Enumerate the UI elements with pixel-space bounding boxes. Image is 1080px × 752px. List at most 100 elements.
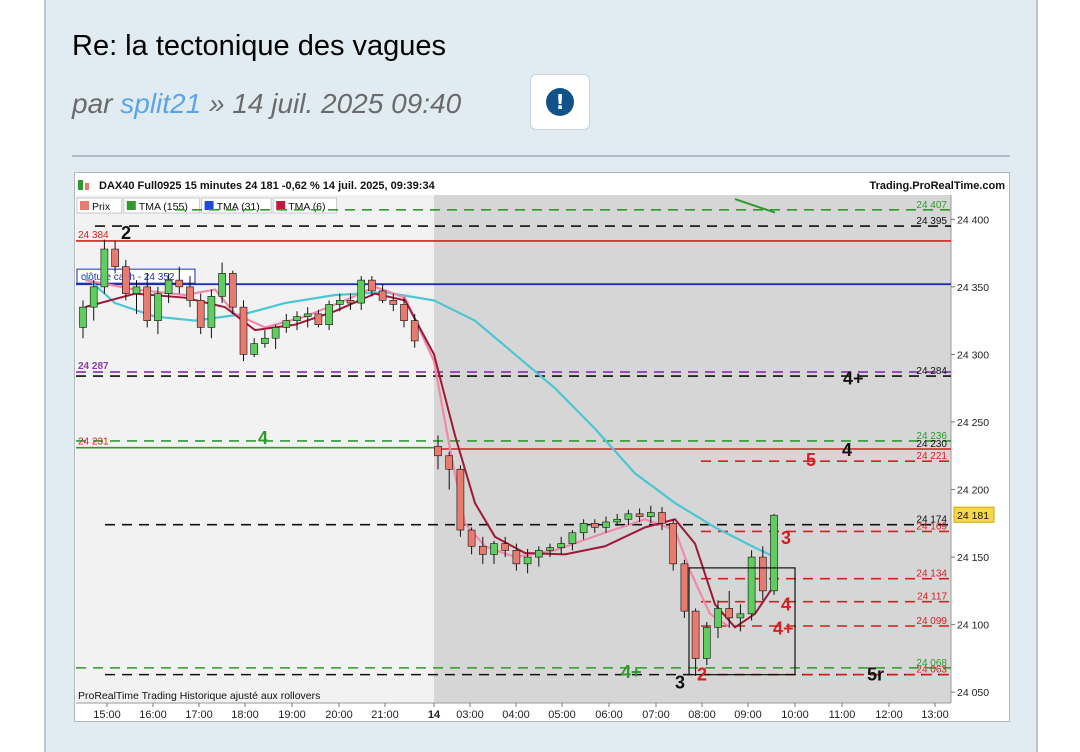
candle-body xyxy=(434,445,442,457)
candle-body xyxy=(368,279,376,292)
chart-header: DAX40 Full0925 15 minutes 24 181 -0,62 %… xyxy=(99,180,436,192)
report-button[interactable]: ! xyxy=(530,74,590,130)
level-label: 24 284 xyxy=(916,366,947,377)
x-tick-label: 15:00 xyxy=(93,709,121,721)
candle-body xyxy=(635,513,644,517)
candle-body xyxy=(250,343,258,355)
candle-body xyxy=(501,543,510,551)
legend-swatch xyxy=(80,201,89,210)
legend-swatch xyxy=(204,201,214,210)
wave-label: 5r xyxy=(867,665,884,685)
level-label: 24 395 xyxy=(916,216,947,227)
candle-body xyxy=(691,610,700,659)
level-label: 24 236 xyxy=(916,431,947,442)
candle-body xyxy=(568,532,577,544)
level-label: 24 174 xyxy=(916,515,947,526)
y-tick-label: 24 300 xyxy=(957,349,989,361)
candle-body xyxy=(111,248,119,267)
candle-body xyxy=(186,286,194,301)
author-link[interactable]: split21 xyxy=(120,88,202,119)
candle-body xyxy=(534,550,543,558)
candle-body xyxy=(314,313,323,326)
forum-post: Re: la tectonique des vagues par split21… xyxy=(44,0,1038,752)
candle-body xyxy=(613,518,622,523)
candle-body xyxy=(669,523,678,565)
candle-body xyxy=(325,304,333,326)
candle-body xyxy=(410,320,419,342)
candle-body xyxy=(261,337,269,344)
wave-label: 4+ xyxy=(621,662,642,682)
x-tick-label: 14 xyxy=(428,709,441,721)
candle-body xyxy=(196,300,205,328)
y-tick-label: 24 200 xyxy=(957,485,989,497)
y-tick-label: 24 250 xyxy=(957,417,989,429)
wave-label: 4+ xyxy=(773,619,794,639)
x-tick-label: 09:00 xyxy=(734,709,762,721)
candle-body xyxy=(218,273,226,297)
by-prefix: par xyxy=(72,88,113,119)
candle-body xyxy=(579,523,588,534)
wave-label: 3 xyxy=(675,673,685,693)
wave-label: 4+ xyxy=(843,369,864,389)
candle-body xyxy=(770,514,778,592)
candle-body xyxy=(175,279,184,288)
wave-label: 5 xyxy=(806,450,816,470)
x-tick-label: 05:00 xyxy=(548,709,576,721)
x-tick-label: 18:00 xyxy=(231,709,259,721)
candle-body xyxy=(467,529,476,547)
wave-label: 2 xyxy=(121,223,131,243)
x-tick-label: 12:00 xyxy=(875,709,903,721)
candle-body xyxy=(346,300,355,304)
legend-label: TMA (6) xyxy=(288,201,325,213)
level-label: 24 384 xyxy=(78,230,109,241)
x-tick-label: 17:00 xyxy=(185,709,213,721)
candle-body xyxy=(714,608,722,628)
wave-label: 4 xyxy=(781,594,791,614)
candle-body xyxy=(758,556,767,592)
candle-body xyxy=(389,300,398,305)
candle-body xyxy=(445,455,454,470)
candle-body xyxy=(79,306,87,328)
y-tick-label: 24 400 xyxy=(957,214,989,226)
x-tick-label: 11:00 xyxy=(829,709,856,721)
candle-body xyxy=(100,248,109,288)
candle-body xyxy=(512,550,521,565)
candle-body xyxy=(154,293,162,321)
header-bars-icon-2 xyxy=(85,183,89,190)
candle-body xyxy=(293,316,301,321)
candle-body xyxy=(335,300,344,305)
candle-body xyxy=(624,513,633,520)
candle-body xyxy=(680,563,689,612)
level-label: 24 063 xyxy=(916,665,947,676)
level-label: 24 169 xyxy=(916,521,947,532)
candle-body xyxy=(490,543,498,555)
candle-body xyxy=(658,512,666,524)
x-tick-label: 21:00 xyxy=(371,709,399,721)
header-bars-icon xyxy=(78,180,83,190)
candle-body xyxy=(229,273,237,308)
y-tick-label: 24 100 xyxy=(957,620,989,632)
candlestick-chart: DAX40 Full0925 15 minutes 24 181 -0,62 %… xyxy=(76,180,1005,721)
level-label: 24 231 xyxy=(78,437,109,448)
candle-body xyxy=(736,613,745,619)
candle-body xyxy=(271,327,280,339)
candle-body xyxy=(646,512,655,517)
x-tick-label: 06:00 xyxy=(595,709,623,721)
post-title[interactable]: Re: la tectonique des vagues xyxy=(72,30,447,62)
level-label: 24 221 xyxy=(916,451,947,462)
candle-body xyxy=(478,545,487,555)
x-tick-label: 04:00 xyxy=(502,709,530,721)
candle-body xyxy=(164,279,173,294)
legend-label: TMA (31) xyxy=(217,201,260,213)
post-date: » 14 juil. 2025 09:40 xyxy=(208,88,462,119)
divider xyxy=(72,155,1010,157)
x-tick-label: 08:00 xyxy=(688,709,716,721)
post-byline: par split21 » 14 juil. 2025 09:40 xyxy=(72,88,461,120)
level-label: 24 117 xyxy=(917,592,947,603)
x-tick-label: 13:00 xyxy=(921,709,949,721)
candle-body xyxy=(747,556,756,615)
candle-body xyxy=(121,266,130,294)
zone-box xyxy=(688,567,796,676)
x-tick-label: 07:00 xyxy=(642,709,670,721)
candle-body xyxy=(546,547,554,551)
